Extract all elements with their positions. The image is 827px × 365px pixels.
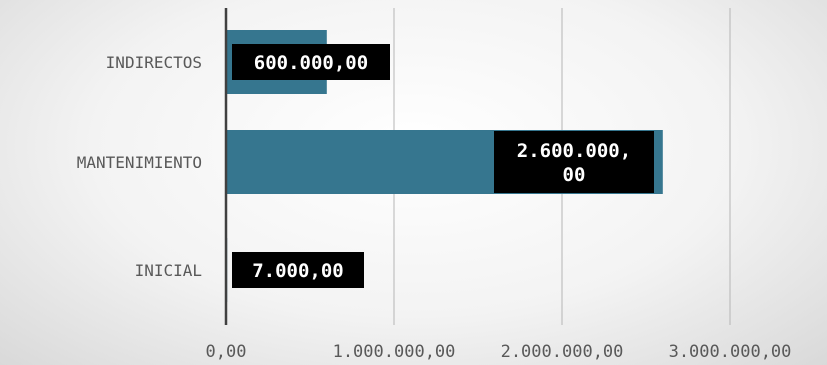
category-label: MANTENIMIENTO: [77, 153, 202, 172]
data-label-box: [232, 252, 364, 288]
data-label: 7.000,00: [252, 260, 344, 282]
category-label: INDIRECTOS: [106, 53, 202, 72]
x-tick-label: 2.000.000,00: [501, 342, 624, 362]
data-label: 2.600.000, 00: [517, 140, 631, 186]
data-label-box: [232, 44, 390, 80]
data-label-box: [494, 131, 654, 193]
x-tick-label: 1.000.000,00: [333, 342, 456, 362]
x-tick-label: 0,00: [206, 342, 247, 362]
category-label: INICIAL: [135, 261, 202, 280]
data-label: 600.000,00: [254, 52, 368, 74]
x-tick-label: 3.000.000,00: [669, 342, 792, 362]
